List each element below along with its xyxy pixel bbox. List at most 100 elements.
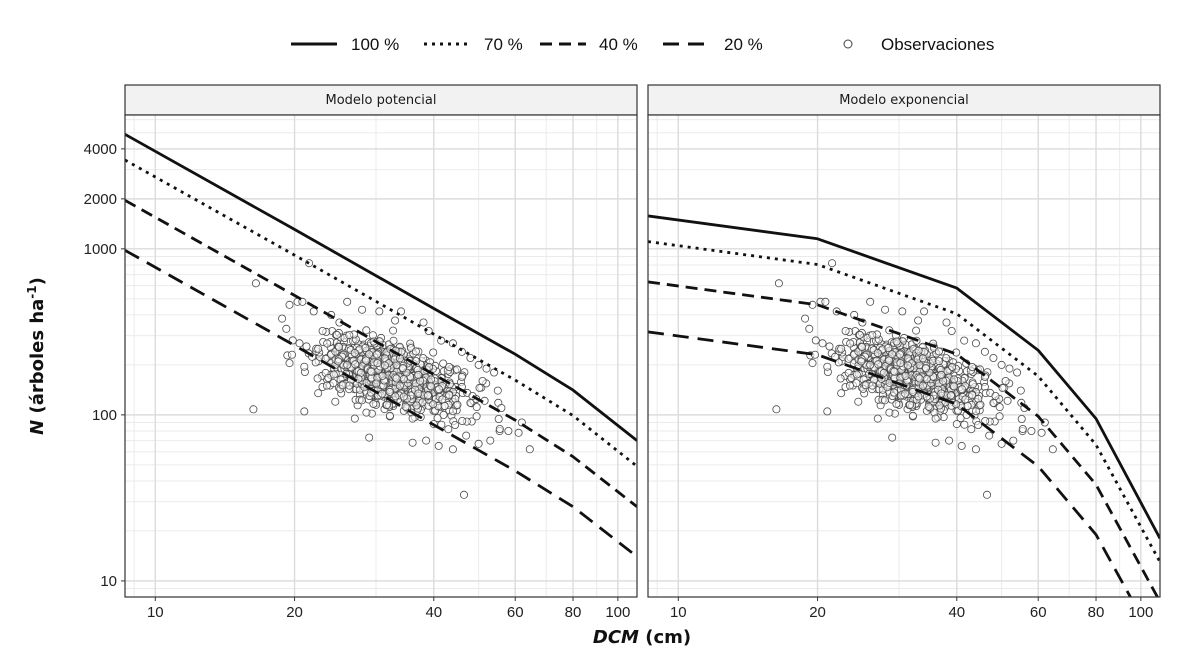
observation-point [888,350,897,359]
observation-point [459,490,468,499]
y-axis: 10 100 1000 2000 4000 [84,141,125,590]
observation-point [504,426,513,435]
observation-point [343,360,352,369]
y-axis-title-superscript: -1 [25,285,39,298]
observation-point [931,438,940,447]
observation-point [892,337,901,346]
observation-point [866,360,875,369]
panel-potencial: Modelo potencial 10 20 40 60 80 100 [124,84,638,621]
observation-point [474,360,483,369]
observation-point [884,343,893,352]
observation-point [462,431,471,440]
legend-label-100: 100 % [351,35,399,54]
observation-point [874,360,883,369]
observation-point [389,336,398,345]
observation-point [808,359,817,368]
observation-point [1048,445,1057,454]
observation-point [282,324,291,333]
observation-point [438,395,447,404]
y-tick-label: 4000 [84,141,117,158]
observation-point [433,414,442,423]
observation-point [968,362,977,371]
observation-point [482,364,491,373]
observation-point [361,356,370,365]
observation-point [249,405,258,414]
observation-point [357,396,366,405]
observation-point [408,438,417,447]
observation-point [880,396,889,405]
observation-point [1018,424,1027,433]
observation-point [365,433,374,442]
observation-point [845,381,854,390]
observation-point [418,398,427,407]
observation-point [868,331,877,340]
observation-point [828,259,837,268]
observation-point [414,370,423,379]
observation-point [525,445,534,454]
y-tick-label: 2000 [84,191,117,208]
observation-point [434,385,443,394]
panel-exponencial-border [647,114,1161,598]
legend-label-20: 20 % [724,35,763,54]
observation-point [985,431,994,440]
observation-point [1003,396,1012,405]
observation-point [885,356,894,365]
panel-potencial-lines [125,133,637,558]
observation-point [952,420,961,429]
observation-point [836,374,845,383]
observation-point [372,350,381,359]
observation-point [896,359,905,368]
observation-point [881,305,890,314]
observation-point [372,379,381,388]
series-line-40 [125,199,637,508]
observation-point [335,342,344,351]
observation-point [427,382,436,391]
observation-point [1013,368,1022,377]
observation-point [345,331,354,340]
observation-point [285,359,294,368]
observation-point [412,401,421,410]
observation-point [895,350,904,359]
x-tick-label: 100 [1128,604,1153,621]
observation-point [295,339,304,348]
panel-potencial-title: Modelo potencial [326,93,437,108]
panel-potencial-grid [125,115,637,597]
observation-point [322,381,331,390]
panel-potencial-strip [124,84,638,116]
observation-point [841,326,850,335]
observation-point [362,408,371,417]
observation-point [989,398,998,407]
observation-point [892,399,901,408]
observation-point [866,297,875,306]
x-axis-title-unit: (cm) [645,627,691,648]
observation-point [1027,426,1036,435]
panel-exponencial-lines [648,214,1160,597]
observation-point [362,326,371,335]
x-tick-label: 100 [605,604,630,621]
observation-point [423,391,432,400]
observation-point [314,344,323,353]
x-tick-label: 60 [1030,604,1047,621]
panel-exponencial-grid [648,115,1160,597]
observation-point [399,374,408,383]
x-tick-label: 20 [286,604,303,621]
observation-point [329,370,338,379]
observation-point [918,381,927,390]
observation-point [818,339,827,348]
observation-point [811,336,820,345]
observation-point [967,425,976,434]
y-axis-title: N (árboles ha-1) [25,277,48,435]
observation-point [378,389,387,398]
observation-point [1009,436,1018,445]
x-tick-label: 10 [670,604,687,621]
observation-point [350,414,359,423]
observation-point [452,365,461,374]
observation-point [950,375,959,384]
observation-point [495,424,504,433]
y-tick-label: 1000 [84,241,117,258]
observation-point [494,414,503,423]
panel-exponencial: Modelo exponencial 10 20 40 60 80 100 [647,84,1161,621]
y-axis-title-close: ) [27,277,48,285]
observation-point [475,383,484,392]
